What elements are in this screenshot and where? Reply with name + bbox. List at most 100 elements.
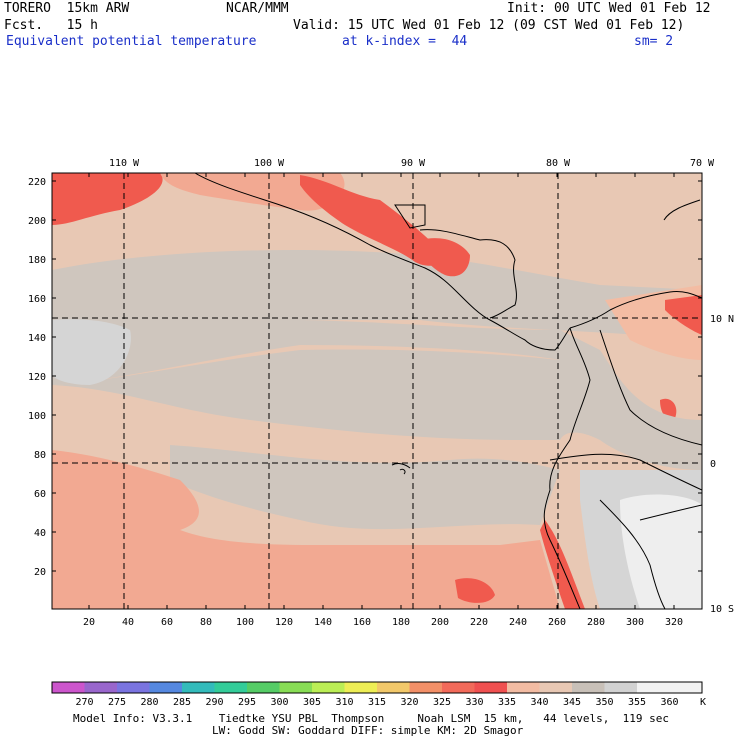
y-tick-label: 20 xyxy=(34,567,46,578)
y-tick-label: 120 xyxy=(28,372,46,383)
plot-frame xyxy=(51,172,703,610)
galapagos-islands xyxy=(391,463,411,475)
lat-label: 10 N xyxy=(710,314,734,325)
y-tick-label: 160 xyxy=(28,294,46,305)
grey-south-america xyxy=(560,330,702,470)
legend-swatch xyxy=(247,682,280,693)
grey-band-south xyxy=(52,349,560,440)
grey-band-eq xyxy=(170,445,560,530)
model-physics: LW: Godd SW: Goddard DIFF: simple KM: 2D… xyxy=(212,724,524,737)
x-tick-label: 320 xyxy=(665,617,683,628)
legend-value-label: 295 xyxy=(238,697,256,708)
legend-swatch xyxy=(604,682,638,693)
pacific-coast-central-america xyxy=(194,173,571,351)
legend-swatch xyxy=(474,682,508,693)
latitude-labels: 10 N 0 10 S xyxy=(710,314,734,615)
smooth-label: sm= 2 xyxy=(634,34,674,49)
legend-swatch xyxy=(442,682,475,693)
legend-swatch xyxy=(214,682,248,693)
legend-swatch xyxy=(637,682,670,693)
x-axis-labels: 20 40 60 80 100 120 140 160 180 200 220 … xyxy=(83,617,683,628)
x-tick-label: 160 xyxy=(353,617,371,628)
x-tick-label: 280 xyxy=(587,617,605,628)
island-coast xyxy=(663,199,701,221)
yucatan-coast xyxy=(394,204,426,229)
legend-labels: 270 275 280 285 290 295 300 305 310 315 320 325 330 3… xyxy=(75,697,678,708)
x-tick-label: 120 xyxy=(275,617,293,628)
x-tick-label: 20 xyxy=(83,617,95,628)
x-tick-label: 180 xyxy=(392,617,410,628)
red-ocean-spot xyxy=(455,578,495,603)
x-tick-label: 40 xyxy=(122,617,134,628)
legend-value-label: 315 xyxy=(368,697,386,708)
legend-value-label: 360 xyxy=(660,697,678,708)
x-tick-label: 200 xyxy=(431,617,449,628)
legend-swatch xyxy=(279,682,313,693)
legend-swatch xyxy=(507,682,540,693)
legend-swatch xyxy=(182,682,215,693)
forecast-hour: Fcst. 15 h xyxy=(4,18,98,33)
caribbean-coast xyxy=(419,229,517,319)
y-tick-label: 60 xyxy=(34,489,46,500)
legend-value-label: 355 xyxy=(628,697,646,708)
legend-swatch xyxy=(409,682,443,693)
field-name: Equivalent potential temperature xyxy=(6,34,257,49)
legend-swatch xyxy=(377,682,410,693)
lon-label: 80 W xyxy=(546,158,571,169)
legend-swatch xyxy=(117,682,150,693)
red-mexico-coast xyxy=(300,175,443,266)
white-amazon xyxy=(620,494,702,609)
level-label: at k-index = 44 xyxy=(342,34,468,49)
legend-value-label: 310 xyxy=(335,697,353,708)
legend-value-label: 335 xyxy=(498,697,516,708)
grey-light-west xyxy=(52,319,131,385)
theta-e-field xyxy=(52,173,702,609)
lon-label: 70 W xyxy=(690,158,715,169)
legend-value-label: 290 xyxy=(205,697,223,708)
legend-unit: K xyxy=(700,697,706,708)
coastlines xyxy=(194,173,702,609)
longitude-labels: 110 W 100 W 90 W 80 W 70 W xyxy=(109,158,715,169)
lon-label: 100 W xyxy=(254,158,285,169)
axis-ticks xyxy=(52,173,702,609)
y-tick-label: 220 xyxy=(28,177,46,188)
legend-value-label: 350 xyxy=(595,697,613,708)
x-tick-label: 140 xyxy=(314,617,332,628)
valid-time: Valid: 15 UTC Wed 01 Feb 12 (09 CST Wed … xyxy=(293,18,685,33)
y-tick-label: 100 xyxy=(28,411,46,422)
x-tick-label: 60 xyxy=(161,617,173,628)
legend-swatch xyxy=(344,682,378,693)
legend-swatch xyxy=(572,682,605,693)
legend-swatch xyxy=(669,682,703,693)
red-nw xyxy=(52,173,163,225)
legend-swatch xyxy=(84,682,118,693)
center-label: NCAR/MMM xyxy=(226,1,289,16)
legend-frame xyxy=(51,681,703,694)
x-tick-label: 220 xyxy=(470,617,488,628)
lon-label: 90 W xyxy=(401,158,426,169)
legend-value-label: 320 xyxy=(400,697,418,708)
y-tick-label: 140 xyxy=(28,333,46,344)
legend-value-label: 270 xyxy=(75,697,93,708)
legend-value-label: 345 xyxy=(563,697,581,708)
legend-swatch xyxy=(149,682,183,693)
grey-band-mid xyxy=(52,320,560,385)
north-south-america-coast xyxy=(569,291,702,329)
border-bolivia xyxy=(639,504,702,521)
model-info: Model Info: V3.3.1 Tiedtke YSU PBL Thomp… xyxy=(73,712,670,725)
legend-value-label: 340 xyxy=(530,697,548,708)
model-title: TORERO 15km ARW xyxy=(4,1,130,16)
y-tick-label: 200 xyxy=(28,216,46,227)
legend-value-label: 330 xyxy=(465,697,483,708)
lon-label: 110 W xyxy=(109,158,140,169)
legend-value-label: 275 xyxy=(108,697,126,708)
x-tick-label: 100 xyxy=(236,617,254,628)
y-tick-label: 180 xyxy=(28,255,46,266)
legend-colorbar xyxy=(52,682,703,693)
legend-value-label: 285 xyxy=(173,697,191,708)
x-tick-label: 300 xyxy=(626,617,644,628)
andes-border-north xyxy=(599,329,702,446)
legend-value-label: 305 xyxy=(303,697,321,708)
salmon-north xyxy=(160,173,345,211)
